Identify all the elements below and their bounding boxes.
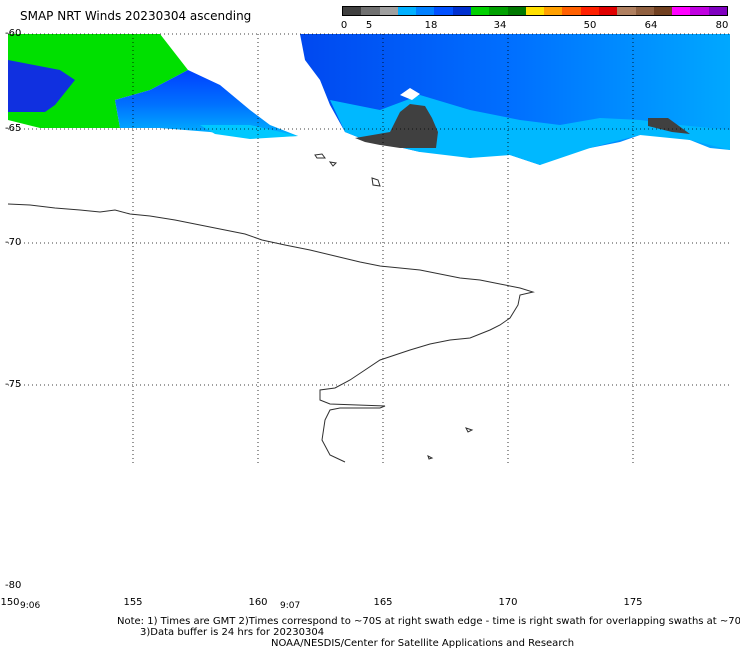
colorbar-segment bbox=[617, 7, 636, 15]
note-line-1: Note: 1) Times are GMT 2)Times correspon… bbox=[117, 616, 740, 627]
colorbar-segment bbox=[343, 7, 362, 15]
low-wind-patch-1 bbox=[355, 104, 438, 148]
colorbar-segment bbox=[489, 7, 508, 15]
colorbar-segment bbox=[653, 7, 673, 15]
wind-swath-left-cyan bbox=[200, 125, 298, 139]
colorbar-segment bbox=[544, 7, 563, 15]
lon-label-170: 170 bbox=[498, 597, 518, 608]
time-label-1: 9:06 bbox=[20, 601, 41, 611]
colorbar-label-50: 50 bbox=[583, 20, 597, 31]
colorbar-segment bbox=[379, 7, 398, 15]
wind-swath-left-darkblue bbox=[8, 60, 75, 112]
colorbar-label-5: 5 bbox=[365, 20, 373, 31]
lat-label-75: -75 bbox=[5, 379, 22, 390]
colorbar-label-18: 18 bbox=[424, 20, 438, 31]
note-line-3: NOAA/NESDIS/Center for Satellite Applica… bbox=[271, 638, 575, 649]
lon-label-165: 165 bbox=[373, 597, 393, 608]
colorbar-label-64: 64 bbox=[644, 20, 658, 31]
lat-label-80: -80 bbox=[5, 580, 22, 591]
colorbar-segment bbox=[452, 7, 471, 15]
lon-label-150: 150 bbox=[0, 597, 20, 608]
colorbar-segment bbox=[635, 7, 654, 15]
colorbar-segment bbox=[562, 7, 581, 15]
colorbar-segment bbox=[361, 7, 380, 15]
colorbar-segment bbox=[690, 7, 709, 15]
colorbar-segment bbox=[598, 7, 618, 15]
colorbar-label-0: 0 bbox=[340, 20, 348, 31]
lat-label-60: -60 bbox=[5, 28, 22, 39]
time-label-2: 9:07 bbox=[280, 601, 301, 611]
graticule bbox=[8, 33, 730, 465]
colorbar-segment bbox=[525, 7, 545, 15]
lat-label-65: -65 bbox=[5, 123, 22, 134]
colorbar-segment bbox=[580, 7, 599, 15]
colorbar-segment bbox=[434, 7, 453, 15]
colorbar-segment bbox=[708, 7, 727, 15]
note-line-2: 3)Data buffer is 24 hrs for 20230304 bbox=[140, 627, 325, 638]
colorbar-label-34: 34 bbox=[493, 20, 507, 31]
colorbar-segment bbox=[397, 7, 417, 15]
colorbar-segment bbox=[507, 7, 526, 15]
lat-label-70: -70 bbox=[5, 237, 22, 248]
wind-swath-left-blue bbox=[115, 70, 298, 138]
wind-speed-colorbar bbox=[342, 6, 728, 16]
lon-label-160: 160 bbox=[248, 597, 268, 608]
lon-label-175: 175 bbox=[623, 597, 643, 608]
antarctic-coastline bbox=[7, 153, 535, 463]
wind-swath-right-lightcyan bbox=[400, 88, 420, 100]
colorbar-segment bbox=[672, 7, 691, 15]
lon-label-155: 155 bbox=[123, 597, 143, 608]
colorbar-label-80: 80 bbox=[715, 20, 729, 31]
colorbar-segment bbox=[470, 7, 490, 15]
colorbar-segment bbox=[416, 7, 435, 15]
low-wind-patch-2 bbox=[648, 118, 690, 134]
map-title: SMAP NRT Winds 20230304 ascending bbox=[20, 9, 252, 23]
